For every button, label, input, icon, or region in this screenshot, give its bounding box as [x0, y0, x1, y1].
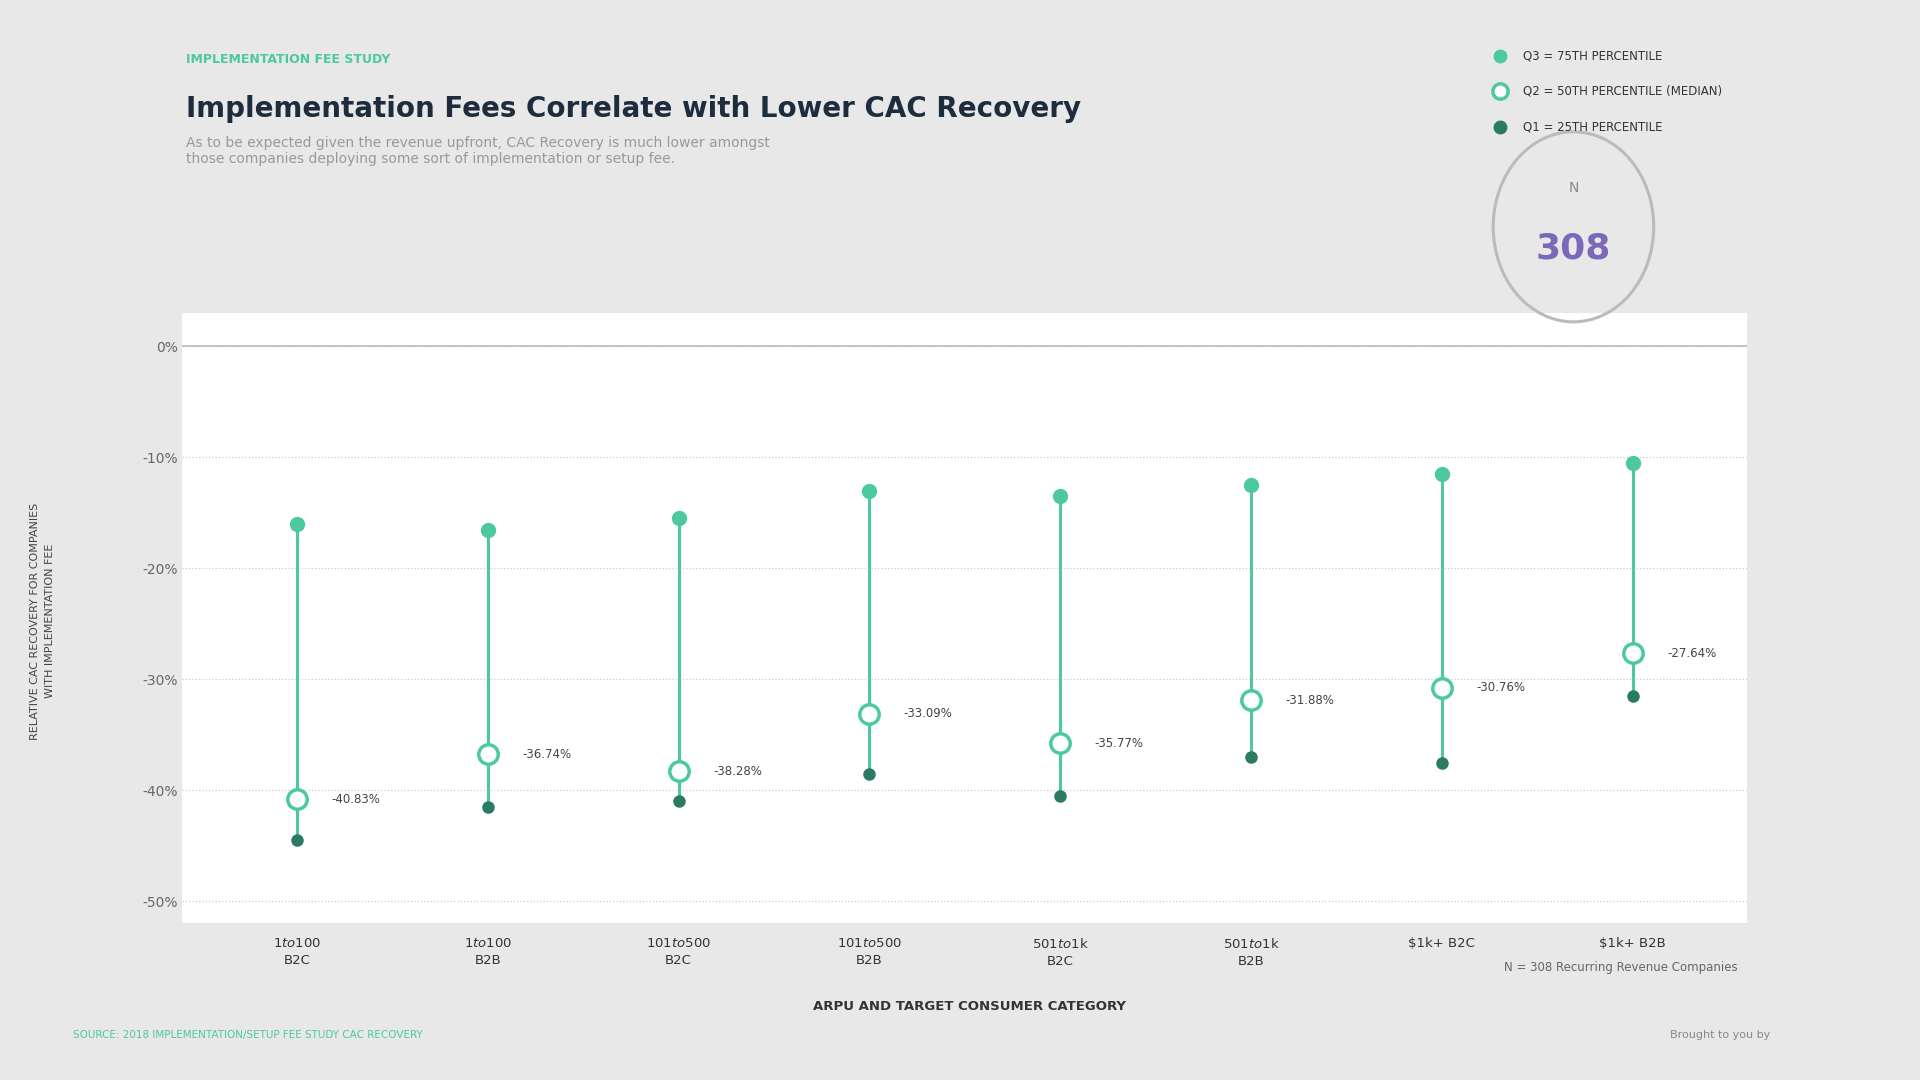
Text: 308: 308 — [1536, 231, 1611, 266]
Text: -30.76%: -30.76% — [1476, 681, 1524, 694]
Text: -35.77%: -35.77% — [1094, 737, 1144, 750]
Text: -38.28%: -38.28% — [712, 765, 762, 778]
Text: -27.64%: -27.64% — [1667, 647, 1716, 660]
Text: N = 308 Recurring Revenue Companies: N = 308 Recurring Revenue Companies — [1503, 961, 1738, 974]
Text: Q2 = 50TH PERCENTILE (MEDIAN): Q2 = 50TH PERCENTILE (MEDIAN) — [1523, 84, 1722, 97]
Text: As to be expected given the revenue upfront, CAC Recovery is much lower amongst
: As to be expected given the revenue upfr… — [186, 136, 770, 166]
Text: IMPLEMENTATION FEE STUDY: IMPLEMENTATION FEE STUDY — [186, 53, 390, 66]
Text: Implementation Fees Correlate with Lower CAC Recovery: Implementation Fees Correlate with Lower… — [186, 95, 1081, 123]
Text: SOURCE: 2018 IMPLEMENTATION/SETUP FEE STUDY CAC RECOVERY: SOURCE: 2018 IMPLEMENTATION/SETUP FEE ST… — [73, 1029, 422, 1040]
Text: -40.83%: -40.83% — [332, 793, 380, 806]
Text: -31.88%: -31.88% — [1284, 693, 1334, 706]
Text: -33.09%: -33.09% — [904, 707, 952, 720]
Text: Q3 = 75TH PERCENTILE: Q3 = 75TH PERCENTILE — [1523, 50, 1663, 63]
Text: -36.74%: -36.74% — [522, 747, 572, 760]
Text: Brought to you by: Brought to you by — [1670, 1029, 1770, 1040]
Text: Q1 = 25TH PERCENTILE: Q1 = 25TH PERCENTILE — [1523, 121, 1663, 134]
Text: ARPU AND TARGET CONSUMER CATEGORY: ARPU AND TARGET CONSUMER CATEGORY — [812, 1000, 1127, 1013]
Text: RELATIVE CAC RECOVERY FOR COMPANIES
WITH IMPLEMENTATION FEE: RELATIVE CAC RECOVERY FOR COMPANIES WITH… — [31, 502, 54, 740]
Text: N: N — [1569, 181, 1578, 194]
